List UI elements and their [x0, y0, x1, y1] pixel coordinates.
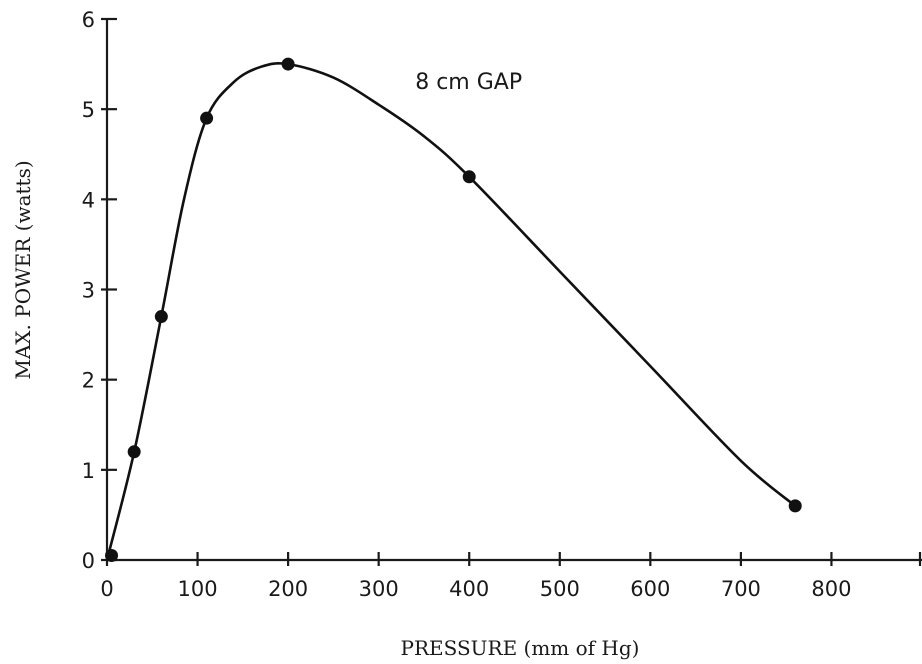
data-point	[462, 170, 476, 184]
x-axis-title: PRESSURE (mm of Hg)	[401, 636, 640, 660]
data-point	[154, 310, 168, 324]
x-tick-label: 200	[268, 577, 308, 601]
x-tick-label: 700	[721, 577, 761, 601]
y-tick-label: 4	[82, 188, 95, 212]
data-point	[127, 445, 141, 459]
axes	[105, 19, 922, 562]
y-tick-label: 0	[82, 549, 95, 573]
data-point	[281, 57, 295, 71]
series-line	[105, 62, 797, 561]
y-axis-title: MAX. POWER (watts)	[11, 160, 35, 379]
x-tick-label: 800	[811, 577, 851, 601]
series	[105, 57, 802, 562]
y-tick-label: 3	[82, 279, 95, 303]
y-tick-label: 1	[82, 459, 95, 483]
x-tick-label: 400	[449, 577, 489, 601]
x-tick-label: 0	[100, 577, 113, 601]
ticks: 0 1 2 3 4 5 6 0 100 200 300 400 500 600 700 800	[82, 8, 922, 601]
data-point	[788, 499, 802, 513]
y-tick-label: 5	[82, 98, 95, 122]
data-point	[200, 111, 214, 125]
x-tick-label: 600	[630, 577, 670, 601]
x-tick-label: 300	[359, 577, 399, 601]
x-tick-label: 100	[178, 577, 218, 601]
x-tick-label: 500	[540, 577, 580, 601]
annotation-gap: 8 cm GAP	[415, 70, 522, 95]
data-point	[105, 548, 119, 562]
y-tick-label: 6	[82, 8, 95, 32]
y-tick-label: 2	[82, 369, 95, 393]
